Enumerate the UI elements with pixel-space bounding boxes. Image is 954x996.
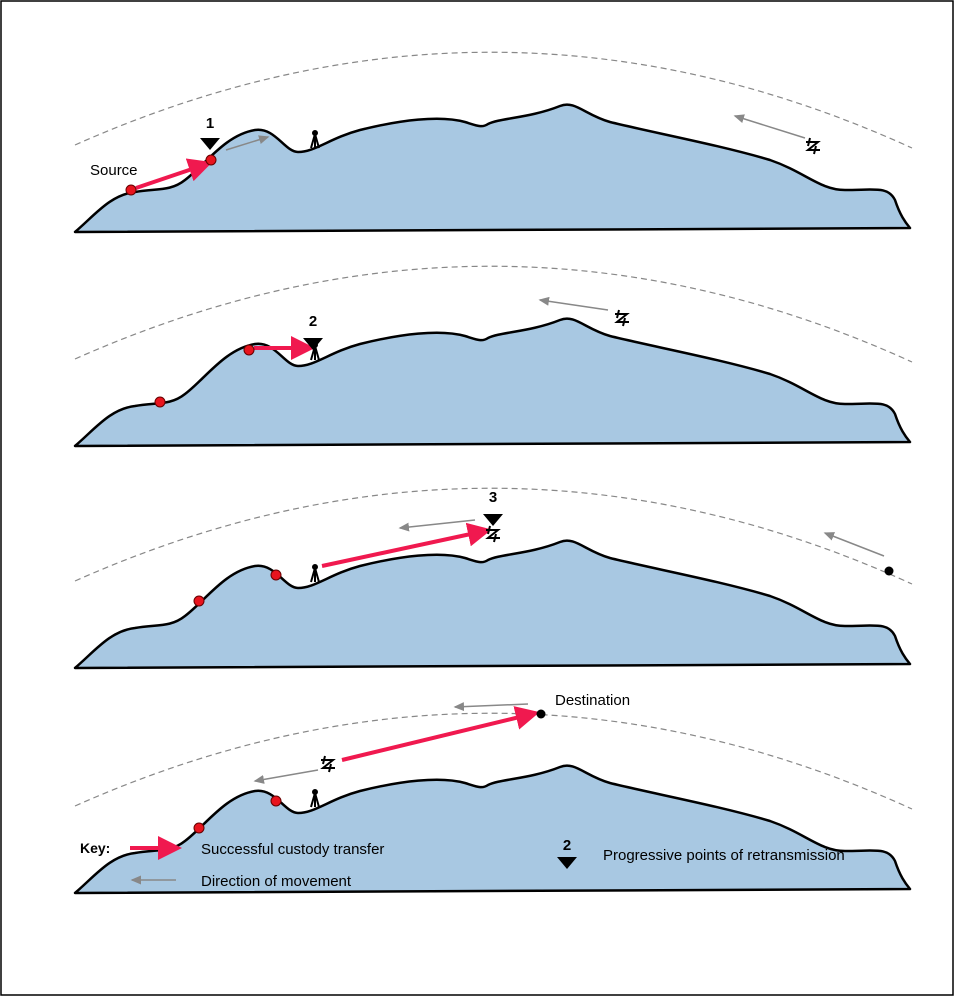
node: [193, 822, 205, 834]
transfer-arrow: [135, 158, 213, 190]
ground-station: [310, 564, 320, 583]
node: [243, 344, 255, 356]
node: [270, 795, 282, 807]
movement-arrow: [253, 769, 319, 784]
panel-4: Destination: [73, 692, 913, 895]
node: [270, 569, 282, 581]
satellite: [614, 309, 630, 327]
movement-arrow: [823, 532, 885, 557]
movement-arrow: [398, 519, 476, 532]
movement-arrow: [538, 296, 609, 311]
retransmission-marker: [303, 338, 323, 350]
point-label: 1: [206, 115, 214, 132]
panel-1: Source 1: [73, 51, 913, 234]
point-label: 3: [489, 489, 497, 506]
transfer-arrow: [341, 706, 540, 762]
key-transfer-label: Successful custody transfer: [201, 841, 384, 858]
satellite: [805, 137, 821, 155]
transfer-arrow: [321, 522, 492, 568]
satellite-dot: [884, 566, 894, 576]
terrain: [73, 317, 912, 448]
key-retransmission-marker: [557, 857, 577, 869]
panel-3: 3: [73, 487, 913, 670]
satellite: [485, 525, 501, 543]
retransmission-marker: [483, 514, 503, 526]
point-label: 2: [309, 313, 317, 330]
node: [125, 184, 137, 196]
node: [193, 595, 205, 607]
node: [154, 396, 166, 408]
ground-station: [310, 130, 320, 149]
movement-arrow: [733, 114, 806, 139]
key-title: Key:: [80, 840, 110, 856]
node: [205, 154, 217, 166]
source-label: Source: [90, 162, 138, 179]
key-retransmission-label: Progressive points of retransmission: [603, 847, 845, 864]
movement-arrow: [225, 135, 270, 151]
key-movement-label: Direction of movement: [201, 873, 352, 890]
panel-2: 2: [73, 265, 913, 448]
ground-station: [310, 789, 320, 808]
destination-label: Destination: [555, 692, 630, 709]
key-point-label: 2: [563, 837, 571, 854]
retransmission-marker: [200, 138, 220, 150]
movement-arrow: [453, 702, 529, 712]
satellite: [320, 755, 336, 773]
destination-dot: [536, 709, 546, 719]
key: Key: Successful custody transfer Directi…: [80, 836, 845, 890]
